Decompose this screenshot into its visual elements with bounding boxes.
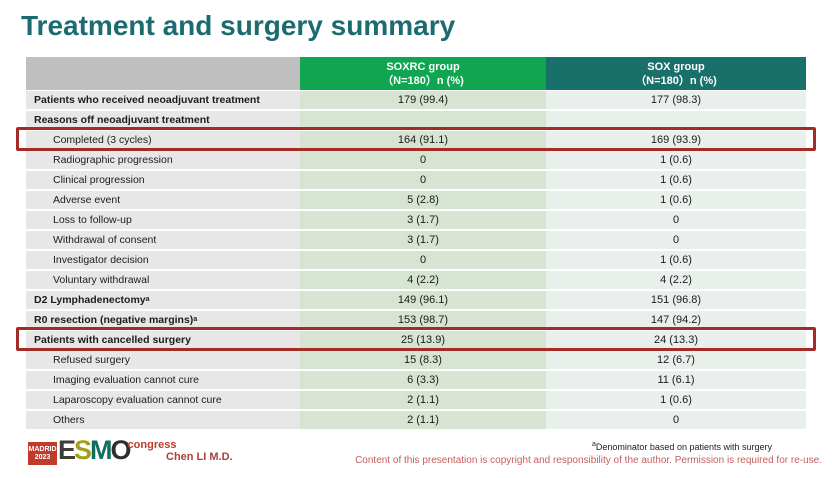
table-row: Adverse event 5 (2.8) 1 (0.6) (26, 191, 806, 209)
sox-value (546, 111, 806, 129)
soxrc-value: 149 (96.1) (300, 291, 546, 309)
row-label: Patients who received neoadjuvant treatm… (26, 91, 300, 109)
soxrc-value: 25 (13.9) (300, 331, 546, 349)
soxrc-value: 164 (91.1) (300, 131, 546, 149)
soxrc-value: 2 (1.1) (300, 391, 546, 409)
summary-table: SOXRC group （N=180）n (%) SOX group （N=18… (16, 57, 816, 431)
sox-value: 12 (6.7) (546, 351, 806, 369)
congress-label: congress (127, 439, 177, 451)
esmo-congress-logo: MADRID 2023 ESMO congress (28, 437, 176, 465)
table-row: Patients who received neoadjuvant treatm… (26, 91, 806, 109)
row-label: Reasons off neoadjuvant treatment (26, 111, 300, 129)
row-label: Investigator decision (26, 251, 300, 269)
soxrc-value: 4 (2.2) (300, 271, 546, 289)
sox-value: 1 (0.6) (546, 171, 806, 189)
row-label: D2 Lymphadenectomy a (26, 291, 300, 309)
row-label: R0 resection (negative margins) a (26, 311, 300, 329)
sox-value: 1 (0.6) (546, 191, 806, 209)
soxrc-value: 6 (3.3) (300, 371, 546, 389)
soxrc-value: 0 (300, 251, 546, 269)
header-cell-empty (26, 57, 300, 90)
table-row: Imaging evaluation cannot cure 6 (3.3) 1… (26, 371, 806, 389)
table-row: R0 resection (negative margins) a 153 (98… (26, 311, 806, 329)
table-row: Others 2 (1.1) 0 (26, 411, 806, 429)
sox-value: 151 (96.8) (546, 291, 806, 309)
sox-value: 1 (0.6) (546, 391, 806, 409)
sox-value: 169 (93.9) (546, 131, 806, 149)
soxrc-value: 179 (99.4) (300, 91, 546, 109)
row-label: Imaging evaluation cannot cure (26, 371, 300, 389)
table-row: Withdrawal of consent 3 (1.7) 0 (26, 231, 806, 249)
row-label: Loss to follow-up (26, 211, 300, 229)
soxrc-value: 15 (8.3) (300, 351, 546, 369)
table-row: Voluntary withdrawal 4 (2.2) 4 (2.2) (26, 271, 806, 289)
table-row: Completed (3 cycles) 164 (91.1) 169 (93.… (16, 127, 816, 151)
table-row: D2 Lymphadenectomy a 149 (96.1) 151 (96.8… (26, 291, 806, 309)
sox-value: 11 (6.1) (546, 371, 806, 389)
row-label: Others (26, 411, 300, 429)
table-header-row: SOXRC group （N=180）n (%) SOX group （N=18… (26, 57, 806, 90)
logo-year-label: 2023 (34, 453, 51, 461)
table-row: Patients with cancelled surgery 25 (13.9… (16, 327, 816, 351)
logo-city-label: MADRID (28, 445, 57, 453)
table-row: Laparoscopy evaluation cannot cure 2 (1.… (26, 391, 806, 409)
header-cell-soxrc: SOXRC group （N=180）n (%) (300, 57, 546, 90)
table-row: Radiographic progression 0 1 (0.6) (26, 151, 806, 169)
row-label: Clinical progression (26, 171, 300, 189)
sox-group-n: （N=180）n (%) (635, 74, 717, 87)
row-label: Refused surgery (26, 351, 300, 369)
sox-group-name: SOX group (647, 60, 705, 73)
row-label: Laparoscopy evaluation cannot cure (26, 391, 300, 409)
soxrc-value: 153 (98.7) (300, 311, 546, 329)
sox-value: 0 (546, 231, 806, 249)
row-label: Voluntary withdrawal (26, 271, 300, 289)
footnote-sup: a (591, 441, 596, 448)
table-row: Clinical progression 0 1 (0.6) (26, 171, 806, 189)
sox-value: 1 (0.6) (546, 251, 806, 269)
row-label: Radiographic progression (26, 151, 300, 169)
table-row: Refused surgery 15 (8.3) 12 (6.7) (26, 351, 806, 369)
soxrc-value: 5 (2.8) (300, 191, 546, 209)
esmo-wordmark: ESMO (58, 435, 132, 465)
page-title: Treatment and surgery summary (21, 10, 456, 41)
soxrc-value: 0 (300, 171, 546, 189)
sox-value: 177 (98.3) (546, 91, 806, 109)
soxrc-value: 0 (300, 151, 546, 169)
soxrc-value: 3 (1.7) (300, 231, 546, 249)
soxrc-group-name: SOXRC group (386, 60, 460, 73)
sox-value: 147 (94.2) (546, 311, 806, 329)
sox-value: 1 (0.6) (546, 151, 806, 169)
soxrc-value: 2 (1.1) (300, 411, 546, 429)
madrid-2023-badge: MADRID 2023 (28, 442, 57, 465)
author-credit: Chen LI M.D. (166, 451, 233, 463)
table-row: Reasons off neoadjuvant treatment (26, 111, 806, 129)
sox-value: 4 (2.2) (546, 271, 806, 289)
header-cell-sox: SOX group （N=180）n (%) (546, 57, 806, 90)
table-row: Investigator decision 0 1 (0.6) (26, 251, 806, 269)
copyright-notice: Content of this presentation is copyrigh… (355, 455, 822, 466)
soxrc-value (300, 111, 546, 129)
sox-value: 24 (13.3) (546, 331, 806, 349)
sox-value: 0 (546, 411, 806, 429)
soxrc-group-n: （N=180）n (%) (382, 74, 464, 87)
row-label: Withdrawal of consent (26, 231, 300, 249)
row-label: Completed (3 cycles) (26, 131, 300, 149)
sox-value: 0 (546, 211, 806, 229)
table-row: Loss to follow-up 3 (1.7) 0 (26, 211, 806, 229)
row-label: Adverse event (26, 191, 300, 209)
soxrc-value: 3 (1.7) (300, 211, 546, 229)
table-footnote: aDenominator based on patients with surg… (591, 441, 772, 452)
table-body: Patients who received neoadjuvant treatm… (16, 91, 816, 429)
footer-notes: aDenominator based on patients with surg… (355, 441, 822, 466)
row-label: Patients with cancelled surgery (26, 331, 300, 349)
